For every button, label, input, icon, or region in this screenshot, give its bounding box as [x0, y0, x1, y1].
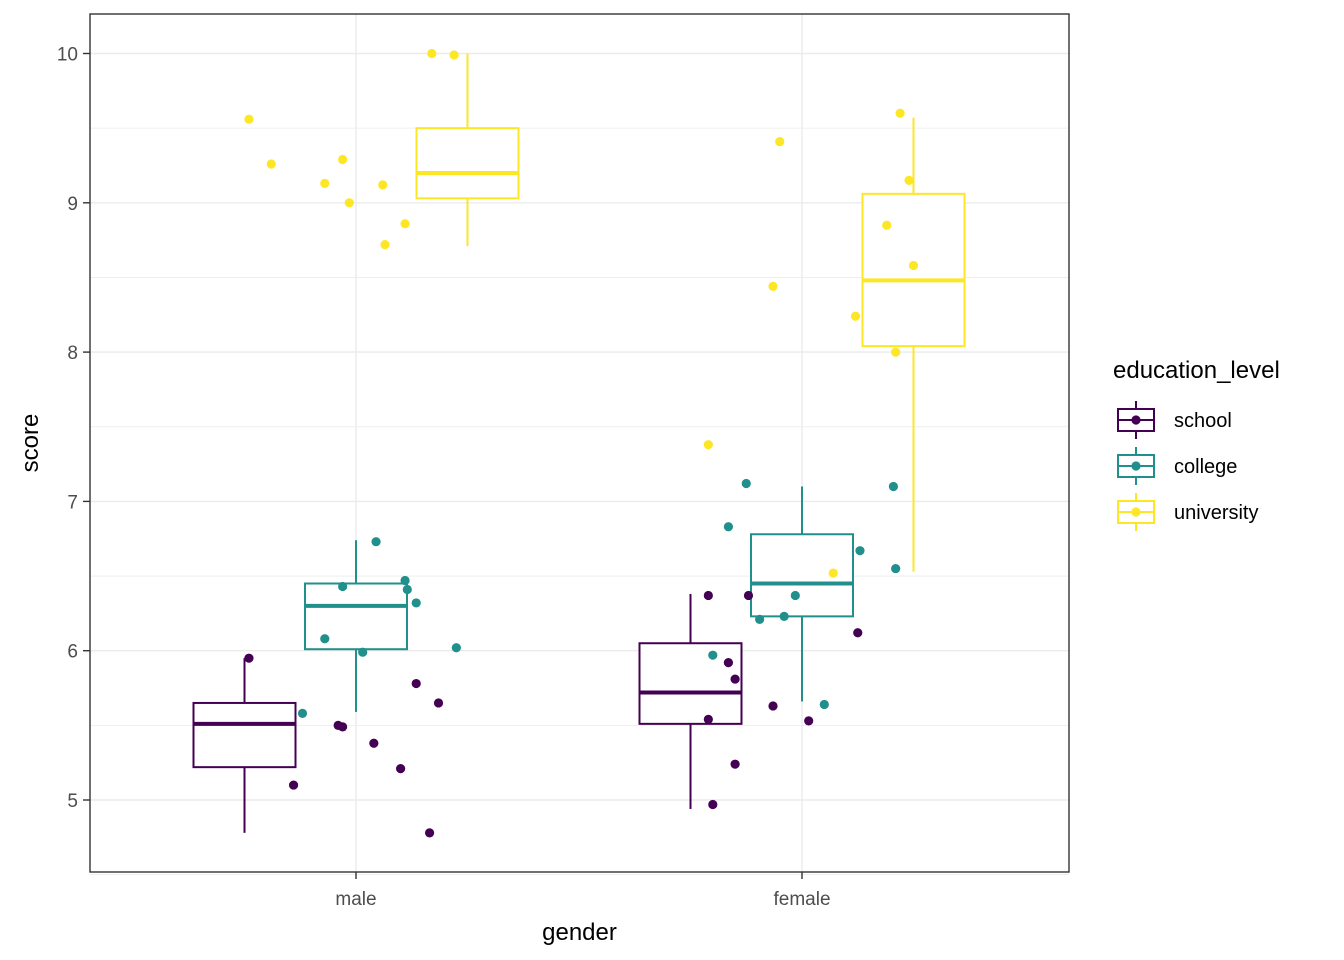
point-university [891, 347, 901, 357]
point-school [703, 590, 713, 601]
grid-major [90, 14, 1069, 872]
point-school [703, 714, 713, 724]
legend-label: college [1174, 456, 1237, 478]
y-axis-title: score [17, 414, 44, 473]
point-school [338, 722, 348, 732]
x-tick-label: male [335, 889, 376, 910]
box-college-female [750, 486, 854, 702]
box-university-male [415, 53, 520, 247]
x-axis: male female [335, 872, 831, 910]
legend-key-point [1131, 415, 1141, 425]
points-layer [244, 48, 919, 838]
legend-item-university: university [1117, 493, 1258, 531]
box-school-male [192, 658, 297, 833]
point-school [433, 698, 444, 708]
point-school [853, 628, 863, 638]
y-tick-label: 10 [57, 45, 78, 66]
legend-item-college: college [1117, 447, 1237, 485]
point-university [828, 568, 838, 578]
y-tick-label: 5 [67, 791, 78, 812]
point-school [768, 701, 778, 711]
point-school [411, 678, 421, 689]
point-college [790, 590, 800, 601]
point-university [380, 240, 390, 250]
point-university [850, 311, 861, 321]
point-college [400, 575, 410, 586]
point-college [411, 598, 421, 608]
boxes-layer [192, 53, 966, 833]
point-college [855, 546, 865, 556]
point-school [369, 738, 379, 748]
point-university [344, 198, 354, 208]
point-school [730, 759, 740, 769]
point-college [741, 478, 751, 489]
point-college [451, 643, 461, 653]
point-university [908, 260, 919, 271]
point-school [743, 590, 754, 601]
panel-border [89, 13, 1070, 873]
point-university [882, 220, 892, 230]
y-tick-label: 9 [67, 194, 78, 215]
point-university [775, 136, 785, 147]
point-college [402, 584, 412, 595]
legend-title: education_level [1113, 357, 1280, 384]
point-university [378, 180, 388, 190]
point-university [400, 219, 410, 229]
x-axis-title: gender [542, 919, 617, 946]
legend-key-point [1131, 461, 1141, 471]
point-school [424, 828, 435, 838]
point-university [768, 281, 778, 292]
legend: education_level school college university [1113, 357, 1280, 531]
point-university [266, 159, 276, 169]
point-college [891, 563, 901, 574]
point-university [904, 175, 914, 186]
legend-key-point [1131, 507, 1141, 517]
box-iqr [750, 533, 854, 618]
y-tick-label: 7 [67, 492, 78, 513]
point-college [888, 481, 899, 492]
legend-item-school: school [1117, 401, 1232, 439]
point-university [244, 114, 254, 124]
point-university [895, 108, 905, 118]
point-college [338, 581, 348, 592]
point-school [288, 780, 299, 790]
point-college [371, 537, 381, 547]
grid-minor [90, 127, 1069, 876]
y-axis: 5 6 7 8 9 10 [57, 45, 90, 812]
point-university [703, 440, 713, 450]
point-school [730, 674, 740, 684]
legend-label: university [1174, 502, 1258, 524]
point-university [320, 178, 330, 188]
box-school-female [638, 593, 743, 809]
point-school [708, 799, 718, 810]
x-tick-label: female [773, 889, 830, 910]
point-college [723, 522, 734, 532]
point-university [338, 154, 348, 165]
box-iqr [192, 701, 297, 769]
point-college [320, 634, 330, 644]
point-university [449, 50, 459, 60]
point-school [244, 653, 254, 663]
point-college [358, 647, 368, 657]
point-college [819, 699, 829, 710]
box-iqr [415, 127, 520, 200]
point-school [396, 764, 406, 774]
point-college [755, 614, 765, 624]
box-iqr [638, 642, 743, 725]
point-college [297, 708, 308, 719]
y-tick-label: 8 [67, 343, 78, 364]
y-tick-label: 6 [67, 642, 78, 663]
point-university [427, 48, 437, 59]
legend-label: school [1174, 410, 1232, 432]
point-school [804, 716, 814, 726]
point-college [708, 650, 718, 660]
point-college [779, 611, 789, 621]
point-school [723, 658, 734, 668]
